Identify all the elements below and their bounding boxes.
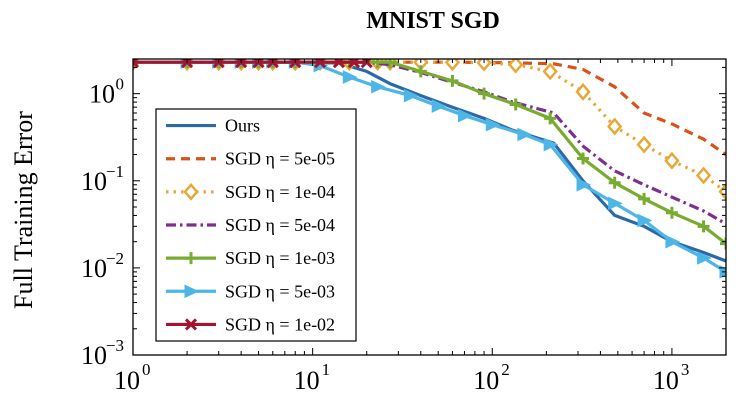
- series-marker: [517, 127, 533, 142]
- series-marker: [664, 151, 680, 170]
- y-tick-exponent: 0: [116, 75, 125, 94]
- legend-item: SGD η = 5e-05: [166, 149, 335, 169]
- x-tick-label: 10: [114, 366, 140, 395]
- series-marker: [542, 62, 558, 81]
- y-tick-exponent: −1: [106, 162, 124, 181]
- series-marker: [638, 192, 651, 205]
- series-marker: [695, 166, 712, 185]
- legend-swatch-marker: [184, 284, 200, 299]
- legend-swatch-marker: [185, 252, 197, 265]
- legend-label: SGD η = 5e-03: [225, 281, 335, 301]
- legend-label: Ours: [225, 116, 260, 136]
- y-tick-exponent: −2: [106, 249, 124, 268]
- x-tick-label: 10: [294, 366, 320, 395]
- x-tick-exponent: 1: [322, 360, 331, 379]
- legend-item: SGD η = 1e-04: [166, 182, 335, 202]
- series-marker: [371, 59, 384, 69]
- x-tick-exponent: 2: [501, 360, 510, 379]
- series-marker: [607, 117, 623, 136]
- series-marker: [577, 152, 590, 165]
- series-marker: [371, 79, 386, 94]
- series-marker: [576, 177, 592, 192]
- chart-title: MNIST SGD: [366, 8, 500, 34]
- legend-item: SGD η = 1e-02: [166, 314, 335, 334]
- series-marker: [457, 108, 473, 123]
- series-marker: [314, 59, 327, 69]
- series-marker: [509, 98, 522, 111]
- x-tick-label: 10: [653, 366, 679, 395]
- y-tick-label: 10: [89, 80, 115, 109]
- series-marker: [508, 59, 524, 74]
- series-marker: [347, 59, 361, 69]
- series-marker: [720, 237, 726, 250]
- series-marker: [543, 137, 559, 152]
- series-marker: [697, 220, 710, 233]
- series-line: [133, 60, 726, 193]
- y-tick-exponent: −3: [106, 336, 124, 355]
- series-marker: [446, 74, 459, 87]
- legend-label: SGD η = 5e-05: [225, 149, 335, 169]
- legend-label: SGD η = 1e-03: [225, 248, 335, 268]
- x-tick-label: 10: [473, 366, 499, 395]
- series-marker: [697, 251, 712, 265]
- x-tick-exponent: 0: [142, 360, 151, 379]
- series-marker: [332, 59, 345, 69]
- legend-item: SGD η = 5e-03: [166, 281, 335, 301]
- legend-item: SGD η = 5e-04: [166, 215, 335, 235]
- y-tick-label: 10: [81, 167, 107, 196]
- legend-swatch-marker: [184, 318, 198, 331]
- legend: Ours SGD η = 5e-05 SGD η = 1e-04 SGD η = 5e…: [155, 108, 357, 342]
- x-tick-exponent: 3: [681, 360, 690, 379]
- series-marker: [478, 87, 491, 100]
- legend-item: Ours: [166, 116, 260, 136]
- series-marker: [342, 70, 358, 84]
- y-tick-label: 10: [81, 341, 107, 370]
- series-marker: [133, 59, 140, 69]
- series-marker: [544, 112, 557, 125]
- y-axis-label: Full Training Error: [9, 111, 38, 309]
- legend-label: SGD η = 1e-02: [225, 314, 335, 334]
- series-marker: [636, 135, 652, 154]
- series-marker: [485, 117, 501, 132]
- series-marker: [444, 59, 461, 72]
- legend-item: SGD η = 1e-03: [166, 248, 335, 268]
- series-marker: [414, 65, 427, 78]
- series-marker: [665, 206, 678, 219]
- series-marker: [665, 234, 681, 249]
- legend-label: SGD η = 5e-04: [225, 215, 335, 235]
- series-marker: [608, 196, 623, 211]
- legend-swatch-marker: [183, 182, 199, 201]
- series-marker: [575, 82, 591, 101]
- series-marker: [476, 59, 492, 72]
- legend-label: SGD η = 1e-04: [225, 182, 335, 202]
- series-marker: [403, 88, 419, 103]
- series-marker: [384, 59, 397, 69]
- series-marker: [431, 99, 447, 113]
- series-marker: [608, 176, 621, 189]
- y-tick-label: 10: [81, 254, 107, 283]
- series-marker: [637, 213, 653, 228]
